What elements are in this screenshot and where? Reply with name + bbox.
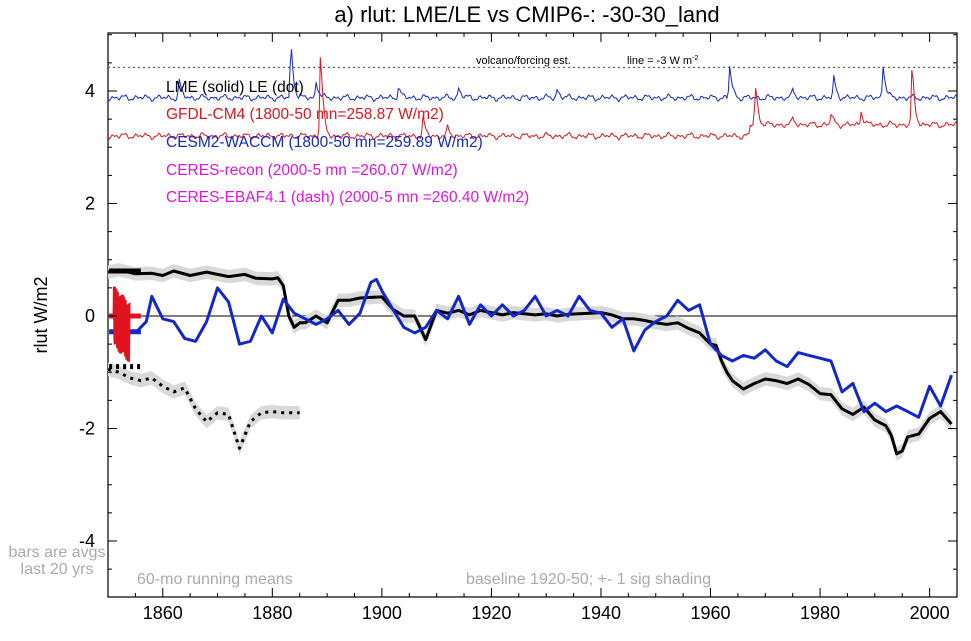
baseline-note: baseline 1920-50; +- 1 sig shading — [466, 571, 711, 588]
y-tick-label: 2 — [85, 194, 95, 214]
x-tick-label-1860: 1860 — [143, 603, 183, 623]
legend-item-cesm2: CESM2-WACCM (1800-50 mn=259.89 W/m2) — [166, 134, 483, 151]
lme-sigma-band — [108, 263, 952, 461]
volcano-annotation: volcano/forcing est. — [476, 55, 571, 67]
le-sigma-band — [108, 362, 300, 455]
x-tick-label-1920: 1920 — [471, 603, 511, 623]
plot-frame — [107, 32, 958, 598]
axes: 1860 1880 1900 1920 1940 1960 1980 2000 4 2 0 -2 -4 — [79, 33, 958, 623]
cesm2-raw-line — [107, 49, 958, 103]
x-tick-label-2000: 2000 — [910, 603, 950, 623]
chart-title: a) rlut: LME/LE vs CMIP6-: -30-30_land — [334, 2, 719, 27]
running-mean-note: 60-mo running means — [137, 571, 293, 588]
y-tick-label: 4 — [85, 81, 95, 101]
x-tick-label-1960: 1960 — [690, 603, 730, 623]
uncertainty-shading — [108, 263, 952, 461]
bars-note-line2: last 20 yrs — [21, 561, 94, 578]
line-note-text: line = -3 W m — [627, 55, 692, 67]
x-tick-label-1900: 1900 — [362, 603, 402, 623]
line-note-annotation: line = -3 W m-2 — [627, 55, 698, 67]
y-tick-label: -4 — [79, 531, 95, 551]
cesm2-line — [134, 277, 953, 419]
legend-item-lme-le: LME (solid) LE (dot) — [166, 79, 304, 96]
bars-note-line1: bars are avgs — [9, 544, 106, 561]
gfdl-raw-line — [107, 57, 958, 141]
line-note-superscript: -2 — [692, 55, 698, 62]
y-axis-label: rlut W/m2 — [31, 276, 51, 353]
legend-item-gfdl: GFDL-CM4 (1800-50 mn=258.87 W/m2) — [166, 106, 444, 123]
legend: LME (solid) LE (dot) GFDL-CM4 (1800-50 m… — [166, 79, 529, 206]
x-tick-label-1980: 1980 — [800, 603, 840, 623]
lme-line — [107, 268, 953, 456]
gfdl-early-trace — [112, 286, 131, 362]
y-tick-label: 0 — [85, 306, 95, 326]
series-layer — [107, 49, 958, 456]
legend-item-ceres-recon: CERES-recon (2000-5 mn =260.07 W/m2) — [166, 162, 458, 179]
legend-item-ceres-ebaf: CERES-EBAF4.1 (dash) (2000-5 mn =260.40 … — [166, 189, 529, 206]
x-tick-label-1880: 1880 — [252, 603, 292, 623]
y-tick-label: -2 — [79, 419, 95, 439]
x-tick-label-1940: 1940 — [581, 603, 621, 623]
le-line — [107, 367, 300, 450]
